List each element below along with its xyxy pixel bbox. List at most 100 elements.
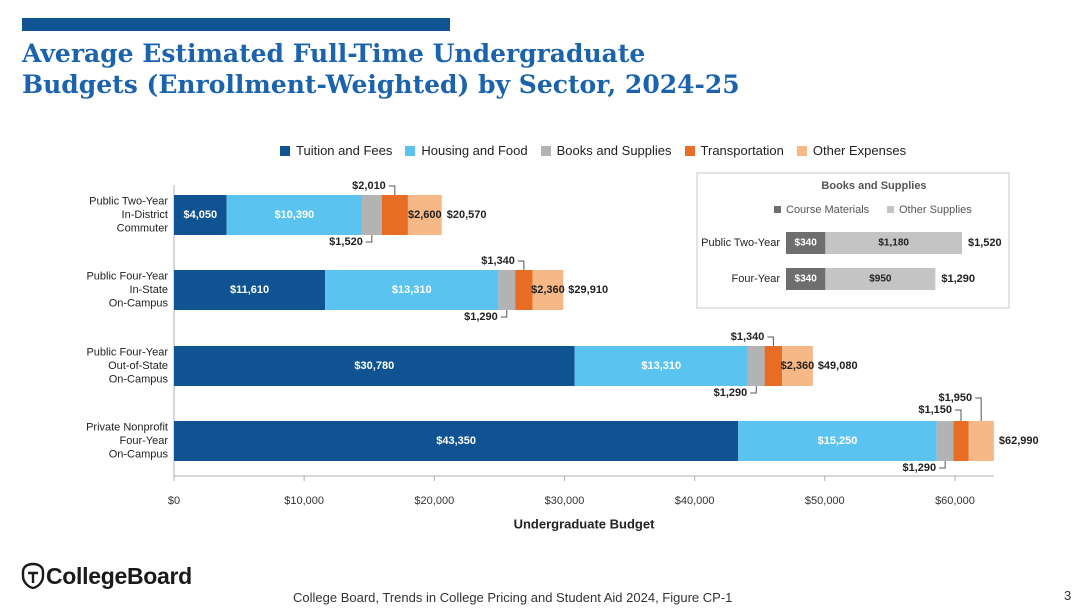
x-tick-label: $60,000 — [935, 495, 975, 507]
legend-label: Transportation — [700, 143, 784, 158]
bar-segment — [515, 270, 533, 310]
chart-title: Average Estimated Full-Time Undergraduat… — [22, 38, 782, 100]
acorn-shield-icon — [21, 562, 45, 590]
callout-leader — [388, 185, 396, 195]
bar-segment — [782, 346, 813, 386]
bar-segment — [747, 346, 765, 386]
total-label: $62,990 — [999, 435, 1039, 447]
category-label: Public Four-Year — [86, 347, 168, 359]
bar-label: $13,310 — [392, 284, 432, 296]
legend-label: Books and Supplies — [556, 143, 672, 158]
total-label: $29,910 — [568, 284, 608, 296]
legend-item-housing: Housing and Food — [405, 143, 528, 158]
x-tick-label: $0 — [168, 495, 180, 507]
inset-bar-segment — [825, 268, 936, 290]
callout-leader — [975, 397, 982, 421]
legend-label: Tuition and Fees — [296, 143, 393, 158]
category-label: Four-Year — [119, 435, 168, 447]
bar-segment — [936, 421, 954, 461]
callout-leader — [365, 235, 373, 243]
category-label: On-Campus — [109, 298, 169, 310]
category-label: Commuter — [117, 223, 169, 235]
bar-segment — [407, 195, 442, 235]
x-tick-label: $30,000 — [545, 495, 585, 507]
legend-swatch — [405, 145, 416, 156]
inset-bar-label: $950 — [869, 274, 892, 285]
category-label: On-Campus — [109, 449, 169, 461]
bar-segment — [174, 195, 227, 235]
category-label: On-Campus — [109, 374, 169, 386]
legend-label: Housing and Food — [421, 143, 528, 158]
logo-text: CollegeBoard — [46, 562, 192, 589]
legend-label: Other Expenses — [812, 143, 907, 158]
chart-legend: Tuition and Fees Housing and Food Books … — [280, 143, 919, 158]
bar-segment — [361, 195, 382, 235]
bar-label: $1,150 — [918, 404, 952, 416]
collegeboard-logo: CollegeBoard — [20, 562, 192, 590]
bar-segment — [174, 346, 575, 386]
bar-label: $1,290 — [464, 311, 498, 323]
inset-total-label: $1,290 — [941, 273, 975, 285]
bar-segment — [174, 270, 326, 310]
source-citation: College Board, Trends in College Pricing… — [293, 590, 733, 605]
callout-leader — [955, 409, 962, 421]
inset-category-label: Four-Year — [731, 273, 780, 285]
bar-label: $2,010 — [352, 180, 386, 192]
bar-label: $4,050 — [184, 209, 218, 221]
legend-item-transportation: Transportation — [684, 143, 784, 158]
bar-segment — [764, 346, 783, 386]
bar-segment — [226, 195, 362, 235]
x-tick-label: $20,000 — [414, 495, 454, 507]
bar-label: $1,950 — [939, 392, 973, 404]
x-tick-label: $10,000 — [284, 495, 324, 507]
inset-total-label: $1,520 — [968, 237, 1002, 249]
legend-swatch — [796, 145, 807, 156]
title-line-1: Average Estimated Full-Time Undergraduat… — [22, 39, 646, 68]
bar-label: $1,290 — [714, 387, 748, 399]
bar-label: $1,520 — [329, 236, 363, 248]
bar-label: $11,610 — [230, 284, 269, 296]
callout-leader — [500, 310, 508, 318]
bar-label: $43,350 — [436, 435, 476, 447]
inset-legend-label: Course Materials — [786, 204, 870, 216]
inset-bar-segment — [825, 232, 962, 254]
title-line-2: Budgets (Enrollment-Weighted) by Sector,… — [22, 70, 740, 99]
bar-label: $30,780 — [354, 360, 394, 372]
bar-segment — [174, 421, 739, 461]
callout-leader — [939, 461, 946, 469]
bar-label: $10,390 — [274, 209, 314, 221]
legend-item-tuition: Tuition and Fees — [280, 143, 392, 158]
bar-segment — [953, 421, 969, 461]
category-label: Public Four-Year — [86, 271, 168, 283]
inset-bar-label: $1,180 — [878, 238, 909, 249]
inset-bar-segment — [786, 232, 826, 254]
page-number: 3 — [1064, 588, 1072, 603]
x-tick-label: $40,000 — [675, 495, 715, 507]
legend-item-other: Other Expenses — [796, 143, 907, 158]
total-label: $20,570 — [447, 209, 487, 221]
bar-segment — [325, 270, 499, 310]
legend-swatch — [540, 145, 551, 156]
bar-label: $2,360 — [781, 360, 815, 372]
inset-category-label: Public Two-Year — [701, 237, 780, 249]
x-tick-label: $50,000 — [805, 495, 845, 507]
category-label: In-State — [129, 284, 168, 296]
legend-swatch — [280, 145, 290, 156]
legend-item-books: Books and Supplies — [540, 143, 672, 158]
bar-segment — [574, 346, 748, 386]
inset-bar-label: $340 — [795, 274, 818, 285]
bar-segment — [968, 421, 994, 461]
inset-legend-swatch — [774, 206, 781, 213]
bar-segment — [738, 421, 937, 461]
category-label: Private Nonprofit — [86, 422, 168, 434]
inset-legend-swatch — [887, 206, 894, 213]
x-axis-title: Undergraduate Budget — [514, 517, 656, 532]
total-label: $49,080 — [818, 360, 858, 372]
bar-label: $2,600 — [408, 209, 442, 221]
bar-label: $1,290 — [902, 462, 936, 474]
category-label: Public Two-Year — [89, 196, 168, 208]
callout-leader — [517, 260, 525, 270]
category-label: In-District — [122, 209, 168, 221]
inset-title: Books and Supplies — [821, 180, 926, 192]
